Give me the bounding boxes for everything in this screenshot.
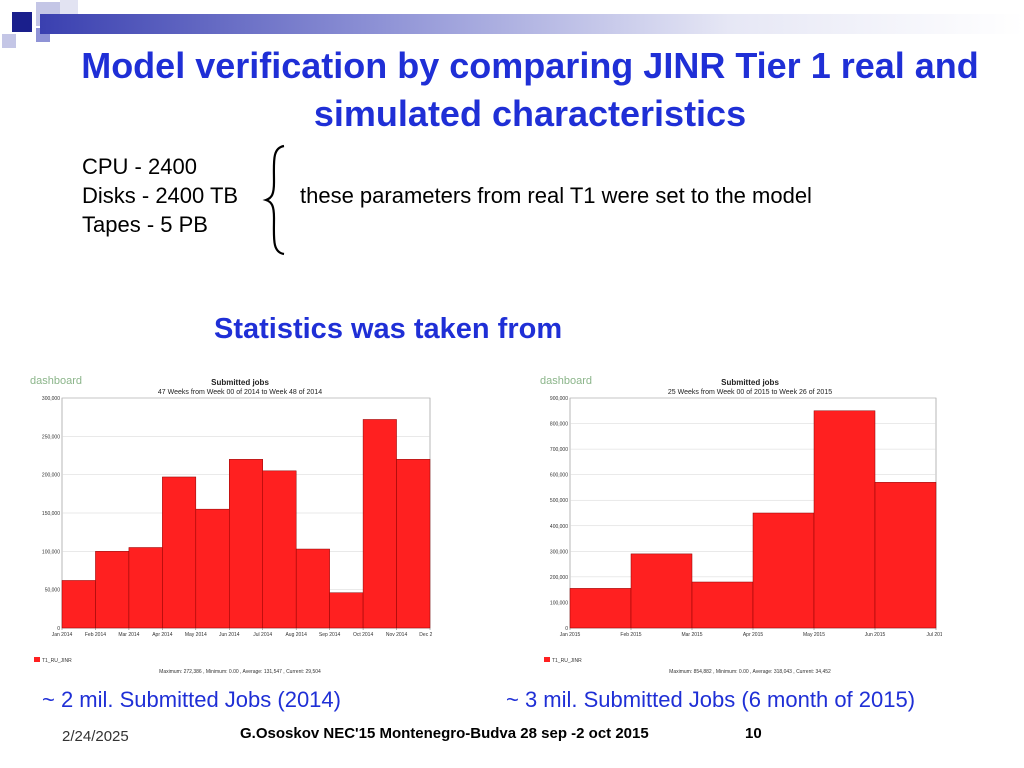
y-tick-label: 600,000 (550, 473, 568, 479)
y-tick-label: 100,000 (550, 600, 568, 606)
legend-swatch (544, 657, 550, 662)
chart-title: Submitted jobs (211, 378, 269, 387)
page-number: 10 (745, 725, 762, 742)
bar (875, 482, 936, 628)
x-tick-label: Apr 2014 (152, 632, 173, 638)
x-tick-label: Mar 2014 (118, 632, 139, 638)
caption-2015: ~ 3 mil. Submitted Jobs (6 month of 2015… (506, 687, 915, 713)
x-tick-label: Oct 2014 (353, 632, 374, 638)
x-tick-label: Jan 2014 (52, 632, 73, 638)
parameters-list: CPU - 2400 Disks - 2400 TB Tapes - 5 PB (82, 152, 238, 239)
param-disks: Disks - 2400 TB (82, 181, 238, 210)
chart-subtitle: 47 Weeks from Week 00 of 2014 to Week 48… (158, 389, 322, 396)
y-tick-label: 200,000 (550, 575, 568, 581)
x-tick-label: Jun 2014 (219, 632, 240, 638)
x-tick-label: May 2015 (803, 632, 825, 638)
bar (229, 459, 262, 628)
legend-label: T1_RU_JINR (42, 658, 72, 664)
slide-title: Model verification by comparing JINR Tie… (40, 42, 1020, 138)
x-tick-label: Mar 2015 (681, 632, 702, 638)
y-tick-label: 400,000 (550, 524, 568, 530)
bar (62, 580, 95, 628)
bar (296, 549, 329, 628)
caption-2014: ~ 2 mil. Submitted Jobs (2014) (42, 687, 341, 713)
x-tick-label: Feb 2014 (85, 632, 106, 638)
bar (570, 588, 631, 628)
x-tick-label: Apr 2015 (743, 632, 764, 638)
x-tick-label: May 2014 (185, 632, 207, 638)
chart-2014: dashboard Submitted jobs 47 Weeks from W… (28, 370, 432, 682)
y-tick-label: 200,000 (42, 473, 60, 479)
x-tick-label: Feb 2015 (620, 632, 641, 638)
x-tick-label: Jan 2015 (560, 632, 581, 638)
param-tapes: Tapes - 5 PB (82, 210, 238, 239)
chart-2015: dashboard Submitted jobs 25 Weeks from W… (538, 370, 942, 682)
y-tick-label: 300,000 (550, 549, 568, 555)
bar (631, 554, 692, 628)
y-tick-label: 50,000 (45, 588, 61, 594)
y-tick-label: 250,000 (42, 434, 60, 440)
bar (196, 509, 229, 628)
x-tick-label: Nov 2014 (386, 632, 408, 638)
statistics-heading: Statistics was taken from (214, 313, 562, 346)
chart-subtitle: 25 Weeks from Week 00 of 2015 to Week 26… (668, 389, 832, 396)
bar (162, 477, 195, 628)
bar (397, 459, 430, 628)
x-tick-label: Jul 2015 (927, 632, 942, 638)
bar (330, 593, 363, 628)
header-gradient-bar (40, 14, 1024, 34)
chart-footer-stats: Maximum: 272,386 , Minimum: 0.00 , Avera… (159, 669, 321, 675)
y-tick-label: 800,000 (550, 422, 568, 428)
x-tick-label: Jun 2015 (865, 632, 886, 638)
y-tick-label: 100,000 (42, 549, 60, 555)
slide-footer: G.Ososkov NEC'15 Montenegro-Budva 28 sep… (240, 725, 649, 742)
y-tick-label: 700,000 (550, 447, 568, 453)
bar (263, 471, 296, 628)
chart-footer-stats: Maximum: 854,882 , Minimum: 0.00 , Avera… (669, 669, 831, 675)
bar (363, 419, 396, 628)
x-tick-label: Jul 2014 (253, 632, 272, 638)
y-tick-label: 300,000 (42, 396, 60, 402)
dashboard-logo: dashboard (540, 375, 592, 387)
y-tick-label: 150,000 (42, 511, 60, 517)
slide-date: 2/24/2025 (62, 728, 129, 745)
params-note: these parameters from real T1 were set t… (300, 183, 812, 209)
bar (753, 513, 814, 628)
dashboard-logo: dashboard (30, 375, 82, 387)
x-tick-label: Sep 2014 (319, 632, 341, 638)
legend-swatch (34, 657, 40, 662)
bar (814, 411, 875, 628)
bar (129, 548, 162, 629)
bar (692, 582, 753, 628)
y-tick-label: 900,000 (550, 396, 568, 402)
x-tick-label: Aug 2014 (285, 632, 307, 638)
y-tick-label: 500,000 (550, 498, 568, 504)
param-cpu: CPU - 2400 (82, 152, 238, 181)
curly-brace (262, 142, 296, 258)
x-tick-label: Dec 2014 (419, 632, 432, 638)
legend-label: T1_RU_JINR (552, 658, 582, 664)
chart-title: Submitted jobs (721, 378, 779, 387)
bar (95, 551, 128, 628)
